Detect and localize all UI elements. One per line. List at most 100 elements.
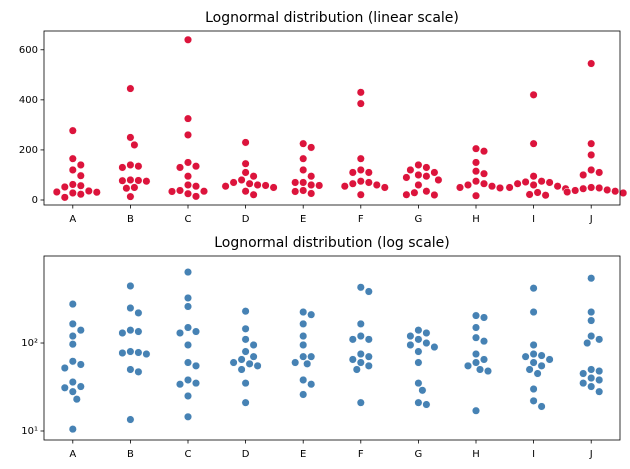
point [471,177,481,186]
point [245,359,254,368]
point [406,165,415,174]
point [76,190,85,199]
point [68,387,77,396]
point [68,165,77,174]
point [76,382,85,391]
point [356,358,365,367]
point [142,349,151,359]
point [299,154,308,163]
point [191,327,201,336]
point [545,355,554,364]
point [126,415,135,424]
point [183,302,193,311]
point [483,367,493,376]
point [60,193,69,202]
point [541,191,550,200]
point [529,139,538,148]
point [249,172,258,181]
point [529,307,538,317]
point [587,165,596,174]
point [356,190,365,199]
point [191,361,201,370]
point [356,165,365,174]
point [579,379,588,388]
point [348,355,357,364]
point [307,310,316,319]
point [537,402,546,411]
point [611,187,620,196]
point [68,377,77,387]
point [471,191,481,200]
point [126,175,135,185]
point [414,170,423,180]
point [422,187,431,196]
point [529,358,538,367]
point [529,349,538,359]
point [183,293,193,303]
point [76,160,85,169]
point [175,163,185,172]
point [356,88,365,97]
point [471,358,481,367]
point [183,358,193,367]
point [587,373,596,383]
point [183,391,193,401]
point [241,187,250,196]
point [529,384,538,394]
chart-title: Lognormal distribution (linear scale) [205,10,459,26]
point [414,358,423,367]
y-tick-label: 600 [19,45,38,56]
point [563,187,572,197]
point [380,183,389,192]
point [237,365,246,374]
point [414,379,423,388]
point [68,357,77,366]
point [587,382,596,391]
point [68,180,77,189]
point [134,162,143,171]
point [130,140,139,149]
point [422,172,431,181]
axes-frame [43,255,621,441]
point [299,165,308,174]
point [356,283,365,292]
point [221,182,230,191]
point [307,352,316,361]
point [291,178,300,187]
point [118,176,127,185]
point [495,183,505,193]
point [60,383,69,392]
x-tick-label: I [532,214,535,225]
point [299,139,308,148]
point [241,398,250,407]
x-tick-label: A [69,214,76,225]
point [84,186,93,196]
point [471,144,481,153]
point [521,177,530,187]
point [587,59,596,68]
point [126,281,135,291]
point [237,355,246,364]
point [553,182,562,191]
point [241,307,250,316]
point [340,182,349,191]
point [183,412,193,421]
x-tick-label: G [415,449,423,460]
point [479,147,489,156]
point [471,323,481,332]
point [134,308,143,317]
point [68,340,77,349]
point [595,387,604,396]
point [587,316,596,325]
point [307,380,316,389]
point [175,328,185,338]
point [579,170,588,180]
point [130,183,139,192]
point [253,361,262,370]
point [68,154,77,163]
x-tick-label: J [589,214,593,225]
x-tick-label: E [300,449,306,460]
x-tick-label: D [242,449,250,460]
point [414,326,423,335]
point [175,186,185,195]
